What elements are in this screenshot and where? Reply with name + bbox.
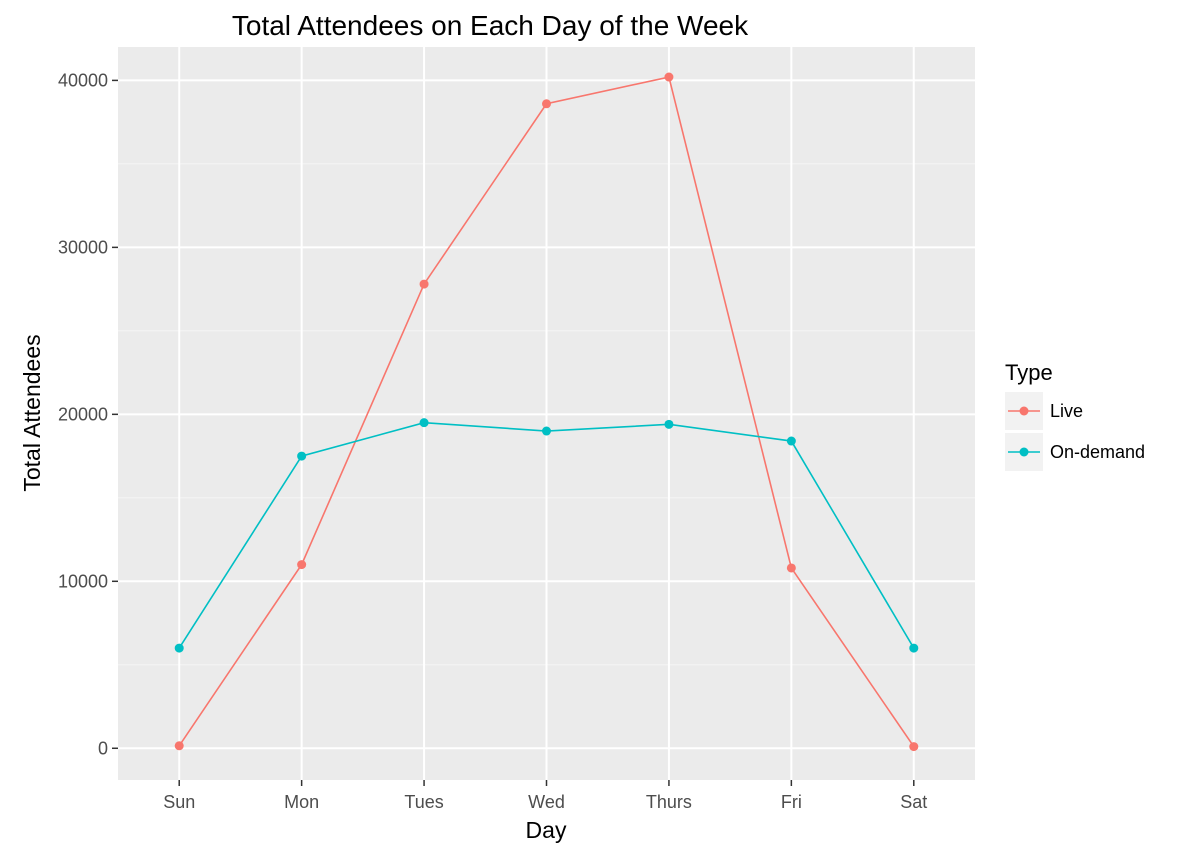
grid-lines xyxy=(118,47,975,780)
y-axis: 0 10000 20000 30000 40000 xyxy=(58,70,118,758)
legend: Type Live On-demand xyxy=(1005,360,1145,471)
series-layer xyxy=(174,72,919,752)
x-tick-label: Tues xyxy=(404,792,443,812)
y-tick-label: 0 xyxy=(98,738,108,758)
x-tick-label: Fri xyxy=(781,792,802,812)
data-point-live xyxy=(297,560,307,570)
x-tick-label: Wed xyxy=(528,792,565,812)
legend-key-point xyxy=(1019,447,1029,457)
data-point-live xyxy=(664,72,674,82)
x-tick-label: Sun xyxy=(163,792,195,812)
legend-key-point xyxy=(1019,406,1029,416)
data-point-live xyxy=(786,563,796,573)
data-point-live xyxy=(542,99,551,109)
x-axis-title: Day xyxy=(526,817,567,843)
data-point-live xyxy=(909,742,919,752)
legend-label: On-demand xyxy=(1050,442,1145,462)
data-point-on-demand xyxy=(419,418,429,428)
chart-title: Total Attendees on Each Day of the Week xyxy=(232,10,749,41)
x-tick-label: Mon xyxy=(284,792,319,812)
data-point-on-demand xyxy=(909,643,919,653)
y-tick-label: 30000 xyxy=(58,237,108,257)
y-tick-label: 40000 xyxy=(58,70,108,90)
data-point-on-demand xyxy=(664,419,674,429)
x-tick-label: Thurs xyxy=(646,792,692,812)
data-point-live xyxy=(174,741,184,751)
y-tick-label: 20000 xyxy=(58,404,108,424)
x-tick-label: Sat xyxy=(900,792,927,812)
x-axis: Sun Mon Tues Wed Thurs Fri Sat xyxy=(163,780,927,812)
y-axis-title: Total Attendees xyxy=(19,334,45,491)
data-point-live xyxy=(419,279,429,289)
data-point-on-demand xyxy=(786,436,796,446)
y-tick-label: 10000 xyxy=(58,571,108,591)
data-point-on-demand xyxy=(542,426,551,436)
data-point-on-demand xyxy=(174,643,184,653)
legend-title: Type xyxy=(1005,360,1053,385)
data-point-on-demand xyxy=(297,451,307,461)
legend-label: Live xyxy=(1050,401,1083,421)
